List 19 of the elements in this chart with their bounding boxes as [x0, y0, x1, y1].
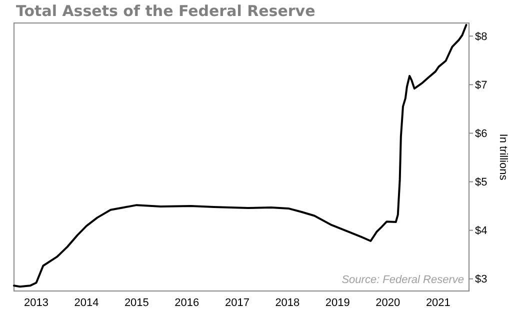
line-series — [13, 24, 468, 288]
chart-title: Total Assets of the Federal Reserve — [16, 2, 316, 20]
annotation: Source: Federal Reserve — [342, 274, 464, 286]
y-tick-label: $3 — [475, 274, 488, 286]
y-tick-label: $5 — [475, 176, 488, 189]
x-tick-label: 2014 — [74, 297, 99, 309]
x-tick-label: 2019 — [325, 297, 350, 309]
x-tick-label: 2016 — [174, 297, 200, 309]
y-tick-label: $7 — [475, 80, 488, 92]
y-tick-label: $4 — [475, 225, 488, 238]
x-tick-label: 2021 — [426, 297, 450, 309]
x-tick-label: 2015 — [124, 297, 149, 309]
x-tick-label: 2017 — [224, 297, 250, 309]
x-tick-label: 2020 — [376, 297, 400, 309]
y-tick-label: $6 — [475, 128, 488, 140]
x-tick-label: 2013 — [24, 297, 49, 309]
x-tick-label: 2018 — [275, 297, 300, 309]
y-axis-title: In trillions — [497, 134, 509, 181]
y-tick-label: $8 — [475, 30, 488, 43]
